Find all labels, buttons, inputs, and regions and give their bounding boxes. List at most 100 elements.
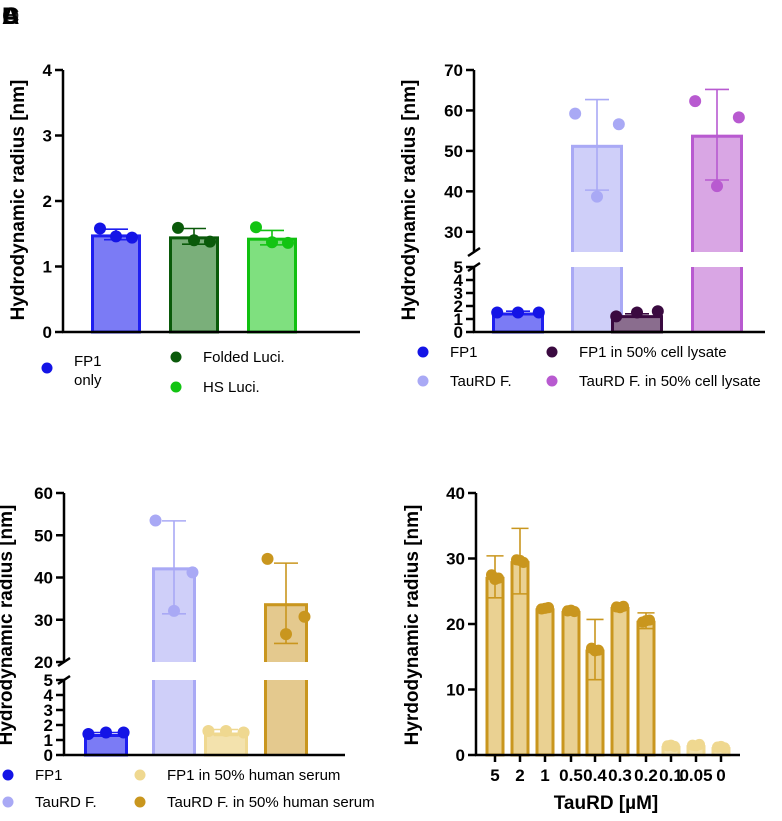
x-tick-label: 0.2: [634, 766, 658, 785]
y-tick-label: 4: [43, 61, 53, 80]
legend-label: FP1 in 50% cell lysate: [579, 344, 727, 361]
bar: [169, 236, 219, 334]
legend-marker: [417, 346, 429, 358]
axis-break: [467, 246, 481, 258]
y-tick-label: 10: [446, 681, 465, 700]
y-tick-label: 3: [454, 284, 463, 303]
data-point: [512, 306, 524, 319]
data-point: [110, 230, 122, 243]
data-point: [532, 306, 545, 319]
panel-label-d: D: [2, 3, 19, 30]
x-tick-label: 0.3: [608, 766, 632, 785]
legend-marker: [134, 769, 146, 781]
legend-marker: [417, 375, 429, 387]
x-tick-label: 0.4: [583, 766, 607, 785]
y-tick-label: 0: [456, 746, 465, 765]
y-tick-label: 5: [44, 671, 53, 690]
panel-label-c: C: [2, 3, 19, 30]
data-point: [489, 573, 501, 586]
y-tick-label: 3: [44, 701, 53, 720]
x-axis-label: TauRD [µM]: [554, 793, 659, 814]
data-point: [690, 740, 702, 752]
data-point: [665, 739, 677, 751]
y-axis-label: Hyrdodynamic radius [nm]: [402, 505, 423, 746]
y-tick-label: 50: [444, 142, 463, 161]
legend-label: FP1 in 50% human serum: [167, 767, 340, 784]
bar: [636, 620, 656, 757]
y-axis-label: Hydrodynamic radius [nm]: [0, 505, 17, 746]
x-tick-label: 0.1: [659, 766, 683, 785]
y-tick-label: 1: [43, 258, 52, 277]
data-point: [202, 725, 215, 737]
data-point: [651, 305, 664, 318]
y-tick-label: 70: [444, 61, 463, 80]
legend-label: TauRD F.: [450, 373, 512, 390]
legend-label: TauRD F.: [35, 794, 97, 811]
bar: [485, 576, 505, 757]
data-point: [126, 231, 138, 244]
data-point: [491, 306, 504, 319]
bar: [610, 606, 630, 757]
y-tick-label: 1: [454, 310, 463, 329]
y-tick-label: 50: [34, 526, 53, 545]
legend-label: FP1 only: [74, 353, 102, 389]
data-point: [188, 234, 200, 247]
y-tick-label: 2: [44, 716, 53, 735]
y-tick-label: 60: [34, 484, 53, 503]
panel-label-b: B: [2, 3, 19, 30]
x-tick-label: 5: [490, 766, 499, 785]
data-point: [589, 645, 601, 657]
data-point: [298, 610, 311, 623]
data-point: [94, 222, 106, 235]
legend-marker: [546, 346, 558, 358]
data-point: [220, 725, 232, 737]
data-point: [280, 628, 292, 641]
x-tick-label: 2: [515, 766, 524, 785]
y-axis-label: Hydrodynamic radius [nm]: [399, 80, 420, 321]
legend-label-line: only: [74, 372, 102, 389]
legend-label: HS Luci.: [203, 379, 260, 396]
y-tick-label: 1: [44, 731, 53, 750]
bar: [561, 610, 581, 757]
bar-lower: [264, 680, 308, 755]
legend-label: Folded Luci.: [203, 349, 285, 366]
y-tick-label: 30: [444, 223, 463, 242]
y-tick-label: 0: [454, 323, 463, 342]
data-point: [117, 726, 130, 739]
legend-label: TauRD F. in 50% cell lysate: [579, 373, 761, 390]
data-point: [539, 602, 551, 614]
y-tick-label: 2: [454, 297, 463, 316]
legend-marker: [2, 769, 14, 781]
y-tick-label: 5: [454, 258, 463, 277]
legend-label: TauRD F. in 50% human serum: [167, 794, 375, 811]
bar: [535, 608, 555, 757]
y-tick-label: 20: [34, 653, 53, 672]
chart-panel-a: 0 1 2 3 4 Hydrodynamic radius [nm] FP1 only Fold…: [8, 61, 360, 396]
y-tick-label: 30: [446, 550, 465, 569]
y-tick-label: 4: [454, 271, 464, 290]
x-tick-label: 1: [540, 766, 549, 785]
legend-label: FP1: [450, 344, 478, 361]
data-point: [186, 566, 199, 579]
y-tick-label: 3: [43, 127, 52, 146]
data-point: [732, 111, 745, 124]
bar-lower: [152, 680, 196, 755]
data-point: [168, 604, 180, 617]
y-tick-label: 0: [43, 323, 52, 342]
x-tick-label: 0.5: [559, 766, 583, 785]
data-point: [237, 726, 250, 739]
legend-marker: [2, 796, 14, 808]
data-point: [204, 235, 216, 248]
data-point: [172, 221, 184, 234]
y-tick-label: 40: [446, 484, 465, 503]
data-point: [610, 310, 623, 323]
y-tick-label: 30: [34, 611, 53, 630]
data-point: [250, 221, 262, 234]
bar-lower: [691, 267, 743, 332]
data-point: [100, 726, 112, 739]
legend-marker: [134, 796, 146, 808]
data-point: [640, 615, 652, 627]
y-tick-label: 4: [44, 686, 54, 705]
